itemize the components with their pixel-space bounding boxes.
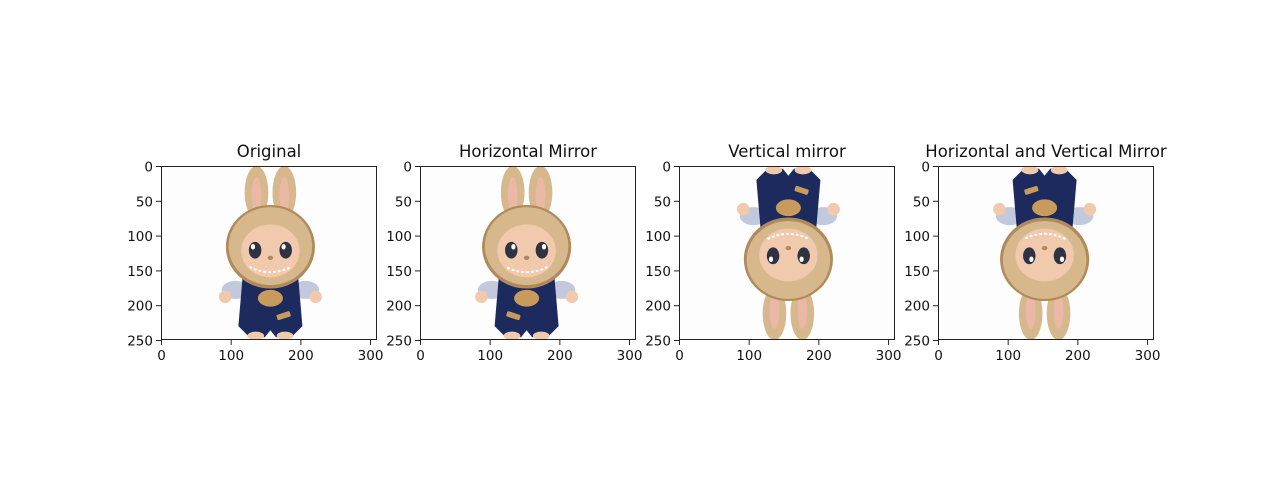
subplot-1: Original 0 100 200 300 0 50 100 150 200 250	[127, 142, 383, 364]
x-tick-label: 100	[218, 348, 244, 364]
y-tick-label: 0	[144, 160, 153, 176]
y-tick-label: 0	[921, 160, 930, 176]
y-tick-label: 50	[136, 194, 153, 210]
y-tick-label: 150	[127, 264, 153, 280]
y-tick-label: 200	[904, 299, 930, 315]
y-tick-label: 0	[403, 160, 412, 176]
y-tick-label: 100	[904, 229, 930, 245]
x-tick-label: 300	[358, 348, 384, 364]
x-tick-label: 0	[416, 348, 425, 364]
doll-image	[679, 166, 895, 340]
y-tick-label: 150	[904, 264, 930, 280]
y-tick-label: 100	[386, 229, 412, 245]
axes-frame	[161, 166, 377, 340]
y-tick-label: 250	[645, 334, 671, 350]
axes-frame	[679, 166, 895, 340]
y-tick-label: 250	[904, 334, 930, 350]
x-tick-label: 100	[736, 348, 762, 364]
x-tick-label: 300	[876, 348, 902, 364]
panel-title: Vertical mirror	[728, 142, 846, 161]
doll-image	[938, 166, 1154, 340]
x-tick-label: 200	[547, 348, 573, 364]
axes-frame	[938, 166, 1154, 340]
x-tick-label: 200	[806, 348, 832, 364]
x-tick-label: 0	[157, 348, 166, 364]
y-tick-label: 200	[645, 299, 671, 315]
panel-title: Original	[237, 142, 302, 161]
y-tick-label: 250	[386, 334, 412, 350]
axes-frame	[420, 166, 636, 340]
subplot-3: Vertical mirror 0 100 200 300 0 50 100 150 200 250	[645, 142, 901, 364]
x-tick-label: 0	[675, 348, 684, 364]
x-tick-label: 100	[995, 348, 1021, 364]
y-tick-label: 250	[127, 334, 153, 350]
x-tick-label: 300	[617, 348, 643, 364]
y-tick-label: 150	[386, 264, 412, 280]
y-tick-label: 200	[127, 299, 153, 315]
panel-title: Horizontal and Vertical Mirror	[925, 142, 1167, 161]
x-tick-label: 0	[934, 348, 943, 364]
y-tick-label: 100	[645, 229, 671, 245]
x-tick-label: 300	[1135, 348, 1161, 364]
y-tick-label: 50	[913, 194, 930, 210]
y-tick-label: 150	[645, 264, 671, 280]
y-tick-label: 0	[662, 160, 671, 176]
doll-image	[161, 166, 377, 340]
x-tick-label: 200	[1065, 348, 1091, 364]
subplot-2: Horizontal Mirror 0 100 200 300 0 50 100 150 200 2…	[386, 142, 642, 364]
y-tick-label: 100	[127, 229, 153, 245]
y-tick-label: 200	[386, 299, 412, 315]
y-tick-label: 50	[395, 194, 412, 210]
y-tick-label: 50	[654, 194, 671, 210]
x-tick-label: 200	[288, 348, 314, 364]
panel-title: Horizontal Mirror	[459, 142, 597, 161]
doll-image	[420, 166, 636, 340]
x-tick-label: 100	[477, 348, 503, 364]
